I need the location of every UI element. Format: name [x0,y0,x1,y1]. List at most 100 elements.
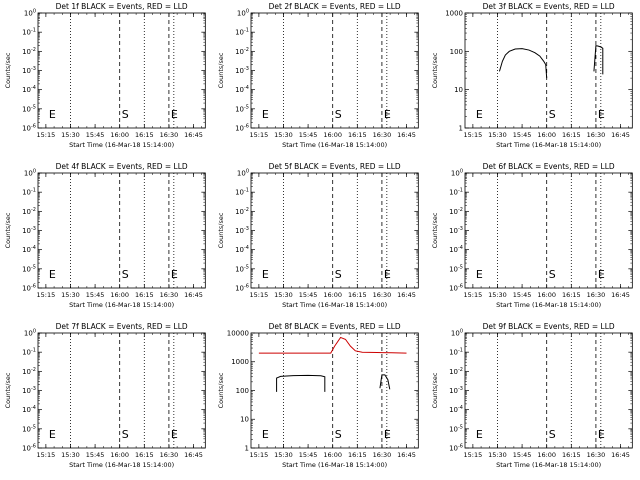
y-tick-label: 10-3 [22,386,36,395]
x-tick-label: 16:15 [348,131,367,139]
marker-label: E [384,108,391,121]
y-tick-label: 10-3 [22,66,36,75]
y-tick-label: 10-6 [22,283,36,292]
x-tick-label: 15:30 [274,291,293,299]
tick-base: 10 [235,189,244,197]
marker-label: S [122,108,129,121]
y-tick-label: 10-4 [449,245,463,254]
x-axis-label: Start Time (16-Mar-18 15:14:00) [496,461,601,469]
x-tick-label: 16:30 [586,291,605,299]
tick-exponent: -2 [244,207,249,213]
chart-title: Det 7f BLACK = Events, RED = LLD [56,322,188,331]
marker-label: S [335,428,342,441]
tick-base: 10 [235,284,244,292]
x-tick-label: 16:15 [135,291,154,299]
y-tick-label: 100 [237,9,249,18]
x-axis-label: Start Time (16-Mar-18 15:14:00) [282,301,387,309]
tick-base: 10 [22,368,31,376]
series-line [379,374,391,390]
y-tick-label: 10-6 [22,123,36,132]
x-tick-label: 16:30 [373,291,392,299]
x-axis-label: Start Time (16-Mar-18 15:14:00) [69,461,174,469]
y-tick-label: 10-6 [235,283,249,292]
x-tick-label: 16:30 [586,451,605,459]
tick-base: 10 [449,406,458,414]
chart-panel: Det 6f BLACK = Events, RED = LLD10-610-5… [431,162,633,309]
tick-exponent: 0 [246,169,249,175]
x-tick-label: 15:15 [37,451,56,459]
y-tick-label: 10-5 [235,104,249,113]
y-tick-label: 10-3 [449,226,463,235]
marker-label: E [171,108,178,121]
tick-base: 10 [24,170,33,178]
tick-base: 10 [22,208,31,216]
marker-label: E [49,268,56,281]
y-tick-label: 100 [24,329,36,338]
y-tick-label: 10-1 [22,28,36,37]
y-tick-label: 10-2 [235,47,249,56]
x-tick-label: 15:30 [61,291,80,299]
y-tick-label: 10-5 [22,104,36,113]
tick-exponent: -6 [458,443,463,449]
chart-title: Det 3f BLACK = Events, RED = LLD [482,2,614,11]
x-tick-label: 16:00 [110,291,129,299]
x-tick-label: 16:30 [373,131,392,139]
marker-label: S [122,268,129,281]
tick-base: 10 [235,67,244,75]
tick-base: 10 [449,425,458,433]
y-tick-label: 10-4 [235,85,249,94]
tick-base: 10 [22,284,31,292]
x-tick-label: 15:15 [250,291,269,299]
x-tick-label: 15:30 [488,451,507,459]
tick-exponent: -2 [31,367,36,373]
chart-panel: Det 3f BLACK = Events, RED = LLD 1 10 100 10… [431,2,633,149]
marker-label: S [548,428,555,441]
tick-exponent: -4 [31,405,36,411]
x-tick-label: 16:45 [184,291,203,299]
marker-label: E [476,108,483,121]
x-tick-label: 15:45 [512,131,531,139]
y-tick-label: 10-2 [235,207,249,216]
tick-base: 10 [22,387,31,395]
y-tick-label: 10-1 [235,188,249,197]
series-line [498,48,546,72]
y-axis-label: Counts/sec [431,372,439,408]
tick-base: 10 [235,48,244,56]
y-axis-label: Counts/sec [431,52,439,88]
tick-exponent: -5 [458,424,463,430]
tick-exponent: -3 [31,66,36,72]
tick-base: 10 [22,29,31,37]
tick-base: 10 [235,246,244,254]
marker-label: E [262,428,269,441]
tick-base: 10 [449,227,458,235]
marker-label: S [548,108,555,121]
x-tick-label: 15:30 [61,131,80,139]
tick-exponent: -1 [458,188,463,194]
tick-exponent: 0 [459,169,462,175]
tick-base: 10 [22,227,31,235]
tick-exponent: -6 [31,123,36,129]
x-tick-label: 16:15 [135,131,154,139]
tick-exponent: -1 [244,188,249,194]
x-axis-label: Start Time (16-Mar-18 15:14:00) [496,141,601,149]
tick-exponent: -1 [31,348,36,354]
y-tick-label: 10-5 [22,264,36,273]
chart-title: Det 4f BLACK = Events, RED = LLD [56,162,188,171]
x-tick-label: 15:30 [274,131,293,139]
x-axis-label: Start Time (16-Mar-18 15:14:00) [282,141,387,149]
x-tick-label: 16:30 [160,291,179,299]
tick-base: 10 [235,29,244,37]
y-axis-label: Counts/sec [4,212,12,248]
x-axis-label: Start Time (16-Mar-18 15:14:00) [496,301,601,309]
y-tick-label: 10-6 [449,443,463,452]
y-tick-label: 10-6 [22,443,36,452]
tick-exponent: -6 [244,283,249,289]
y-axis-label: Counts/sec [431,212,439,248]
tick-exponent: -5 [244,264,249,270]
y-tick-label: 10-4 [22,245,36,254]
tick-base: 10 [235,105,244,113]
x-tick-label: 15:15 [37,131,56,139]
tick-base: 10 [22,349,31,357]
y-tick-label: 10-1 [449,348,463,357]
y-tick-label: 100 [449,48,462,56]
